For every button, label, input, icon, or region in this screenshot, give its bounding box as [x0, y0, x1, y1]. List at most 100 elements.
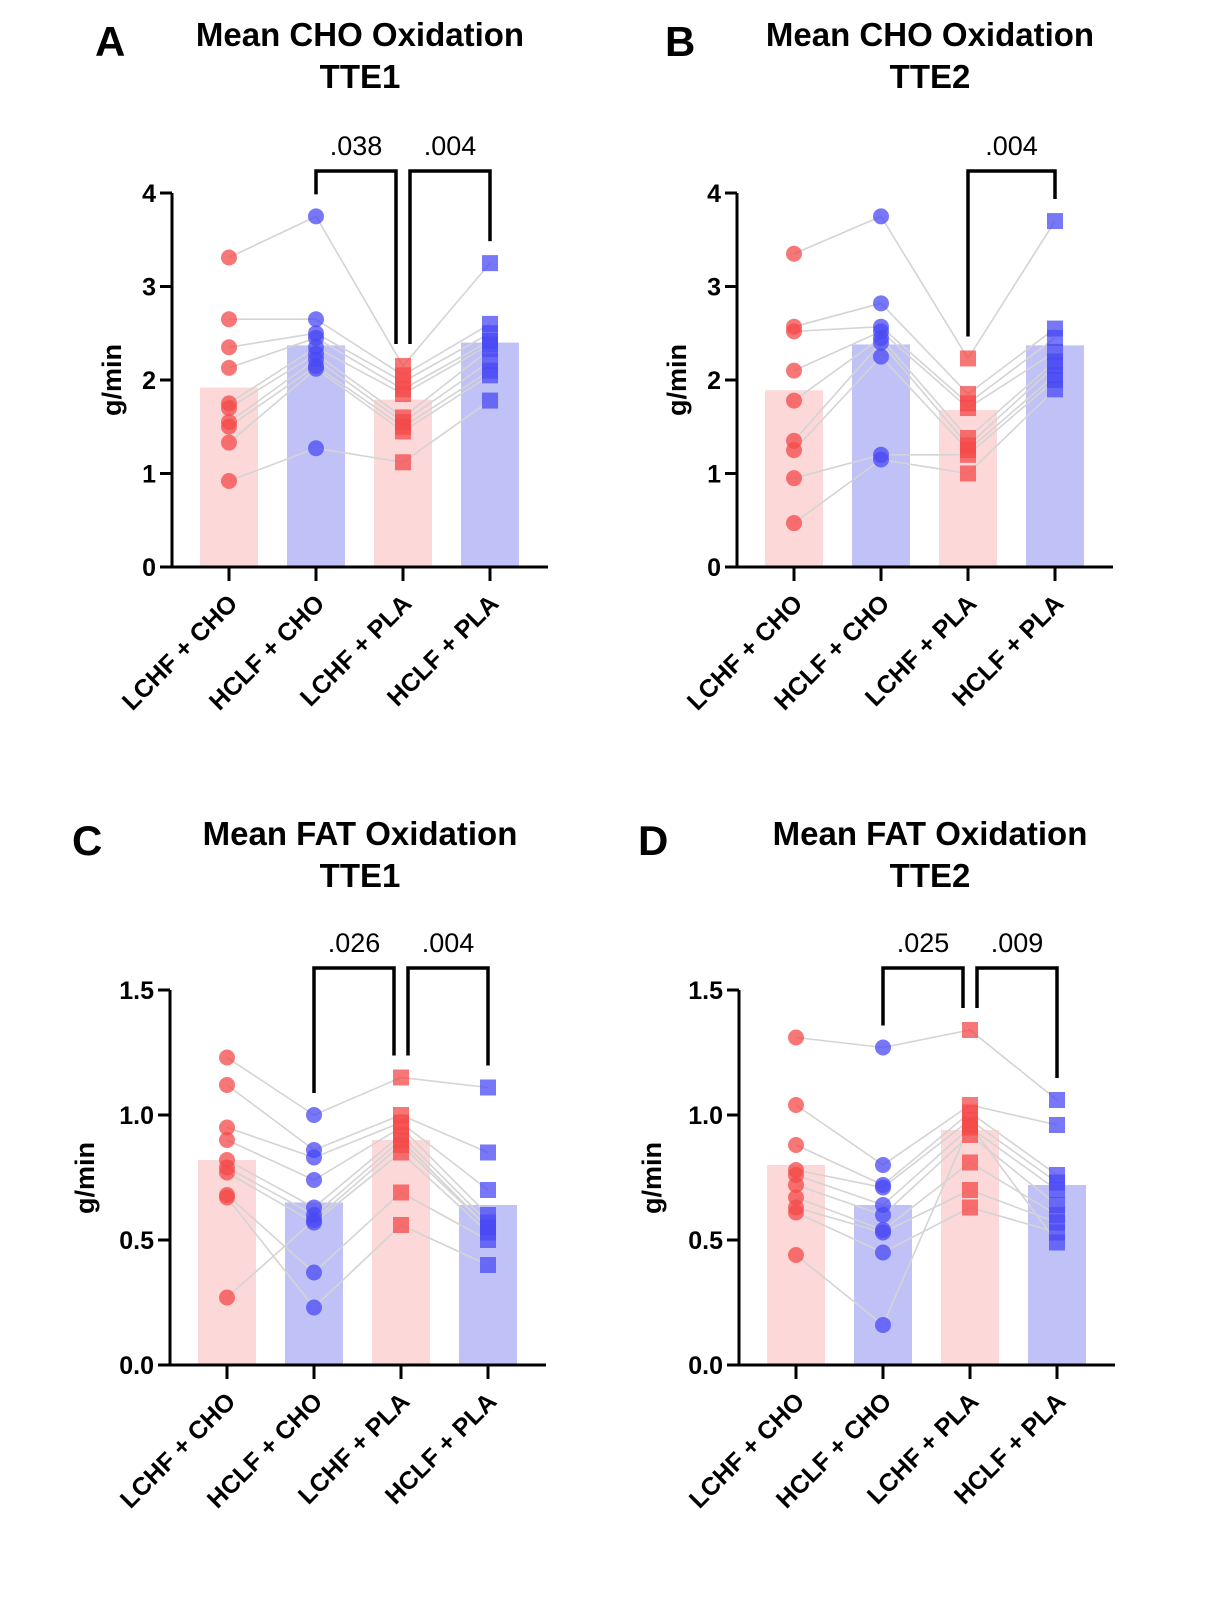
data-point: [1047, 213, 1063, 230]
data-point: [962, 1022, 978, 1038]
data-point: [308, 360, 324, 377]
paired-line: [226, 1126, 489, 1216]
paired-line: [228, 343, 491, 405]
panel-letter: C: [72, 817, 103, 864]
data-point: [221, 472, 237, 489]
data-point: [873, 348, 889, 365]
data-point: [786, 362, 802, 379]
p-value-label: .004: [424, 131, 477, 161]
y-tick-label: 0.0: [119, 1352, 154, 1380]
data-point: [306, 1107, 322, 1123]
y-tick-label: 2: [707, 367, 721, 395]
y-tick-label: 1: [142, 461, 156, 489]
paired-line: [795, 1119, 1058, 1189]
y-tick-label: 4: [707, 180, 721, 208]
paired-line: [795, 1104, 1058, 1166]
chart-subtitle: TTE1: [319, 58, 401, 95]
data-point: [788, 1247, 804, 1263]
y-tick-label: 3: [142, 274, 156, 302]
chart-title-line1: Mean CHO Oxidation: [195, 16, 525, 53]
y-tick-label: 0.5: [688, 1227, 723, 1255]
significance-bracket: [312, 966, 396, 1093]
paired-line: [793, 355, 1056, 452]
data-point: [306, 1264, 322, 1281]
paired-line: [226, 1197, 489, 1309]
data-point: [480, 1257, 496, 1273]
paired-line: [793, 325, 1056, 405]
data-point: [875, 1039, 891, 1056]
paired-line: [228, 358, 491, 424]
data-point: [786, 442, 802, 459]
panel-d: D Mean FAT Oxidation TTE2 0.0 0.5 1.0 1.5 g/…: [570, 800, 1170, 1580]
data-point: [221, 249, 237, 266]
data-point: [962, 1199, 978, 1216]
chart-title: Mean FAT Oxidation TTE1: [160, 813, 560, 897]
data-point: [395, 386, 411, 403]
data-point: [962, 1117, 978, 1133]
data-point: [1049, 1092, 1065, 1108]
data-point: [480, 1219, 496, 1236]
y-tick-label: 1.5: [119, 977, 154, 1005]
paired-line: [226, 1138, 489, 1229]
data-point: [306, 1149, 322, 1166]
paired-line: [226, 1133, 489, 1224]
paired-line: [793, 336, 1056, 440]
significance-bracket: [406, 966, 490, 1066]
y-tick-label: 0.0: [688, 1352, 723, 1380]
data-point: [221, 418, 237, 435]
panel-b: B Mean CHO Oxidation TTE2 0 1 2 3 4 g/min LCHF…: [570, 0, 1170, 780]
significance-bracket: [314, 169, 398, 344]
data-point: [482, 392, 498, 409]
paired-line: [793, 302, 1056, 396]
data-point: [480, 1079, 496, 1096]
y-tick-label: 3: [707, 274, 721, 302]
data-point: [788, 1204, 804, 1221]
data-point: [308, 208, 324, 225]
data-point: [221, 400, 237, 417]
y-tick-label: 2: [142, 367, 156, 395]
chart-title: Mean CHO Oxidation TTE2: [730, 14, 1130, 98]
data-point: [393, 1137, 409, 1153]
paired-line: [793, 388, 1056, 524]
data-point: [786, 245, 802, 262]
p-value-label: .004: [985, 131, 1038, 161]
paired-line: [795, 1111, 1058, 1186]
data-point: [960, 350, 976, 367]
data-point: [395, 454, 411, 471]
chart-title-line1: Mean FAT Oxidation: [772, 815, 1088, 852]
data-point: [960, 400, 976, 417]
data-point: [875, 1179, 891, 1196]
data-point: [219, 1289, 235, 1306]
panel-c: C Mean FAT Oxidation TTE1 0.0 0.5 1.0 1.5 g/…: [0, 800, 600, 1580]
data-point: [219, 1132, 235, 1148]
data-point: [788, 1177, 804, 1193]
paired-line: [793, 379, 1056, 479]
data-point: [960, 446, 976, 463]
data-point: [480, 1144, 496, 1161]
data-point: [221, 339, 237, 356]
data-point: [219, 1077, 235, 1093]
chart-title-line1: Mean CHO Oxidation: [765, 16, 1095, 53]
data-point: [875, 1317, 891, 1333]
panel-a: A Mean CHO Oxidation TTE1 0 1 2 3 4 g/min LCHF…: [0, 0, 600, 780]
paired-line: [795, 1029, 1058, 1101]
chart-subtitle: TTE1: [319, 857, 401, 894]
data-point: [219, 1049, 235, 1066]
paired-line: [793, 330, 1056, 410]
data-point: [873, 208, 889, 225]
paired-line: [795, 1126, 1058, 1206]
panel-letter: A: [95, 18, 126, 65]
data-point: [221, 311, 237, 328]
data-point: [393, 1184, 409, 1201]
chart-subtitle: TTE2: [889, 857, 971, 894]
data-point: [875, 1224, 891, 1241]
significance-bracket: [881, 966, 965, 1026]
data-point: [480, 1232, 496, 1248]
significance-bracket: [408, 169, 492, 344]
y-axis-label: g/min: [662, 344, 692, 416]
data-point: [395, 423, 411, 440]
paired-line: [228, 337, 491, 391]
